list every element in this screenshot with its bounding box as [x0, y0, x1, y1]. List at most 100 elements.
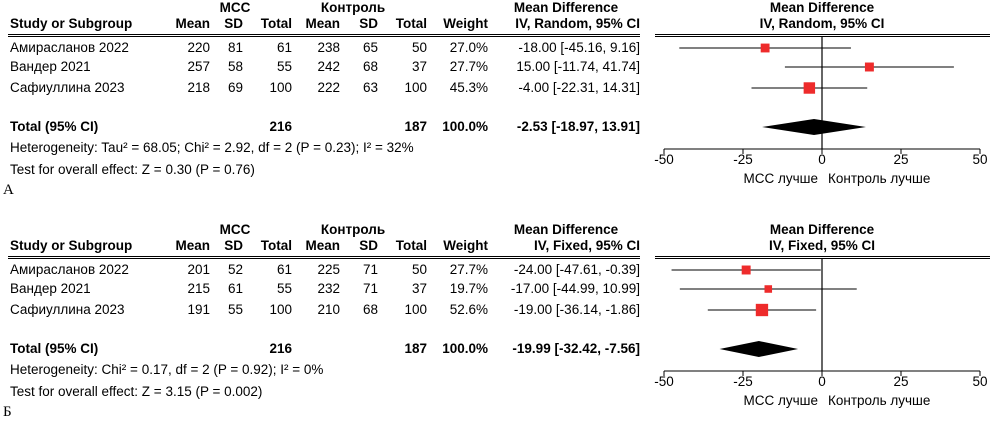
heterogeneity-text: Heterogeneity: Chi² = 0.17, df = 2 (P = … [10, 362, 324, 377]
header-rule [8, 258, 640, 259]
weight-cell: 45.3% [449, 80, 488, 95]
column-study-header: Study or Subgroup [10, 238, 133, 253]
effect-square [741, 265, 751, 275]
total1-cell: 100 [269, 302, 292, 317]
sd2-cell: 65 [362, 40, 378, 55]
heterogeneity-text: Heterogeneity: Tau² = 68.05; Chi² = 2.92… [10, 140, 414, 155]
total-weight: 100.0% [442, 119, 488, 134]
study-name: Вандер 2021 [10, 281, 91, 296]
column-weight-header: Weight [443, 16, 488, 31]
weight-cell: 27.7% [449, 262, 488, 277]
effect-square [803, 82, 816, 94]
study-name: Сафиуллина 2023 [10, 80, 125, 95]
mean2-cell: 210 [317, 302, 340, 317]
favours-left-label: МСС лучше [743, 171, 819, 186]
sd1-cell: 55 [227, 302, 243, 317]
group1-header: МСС [219, 222, 251, 237]
column-ci-header: IV, Fixed, 95% CI [533, 238, 640, 253]
x-tick-label: 25 [893, 374, 909, 389]
overall-effect-text: Test for overall effect: Z = 3.15 (P = 0… [10, 384, 263, 399]
column-total1-header: Total [260, 16, 292, 31]
weight-cell: 52.6% [449, 302, 488, 317]
study-name: Амирасланов 2022 [10, 262, 129, 277]
sd1-cell: 69 [227, 80, 243, 95]
mean1-cell: 220 [187, 40, 210, 55]
pooled-diamond [719, 341, 799, 357]
total2-cell: 37 [411, 281, 427, 296]
weight-cell: 27.0% [449, 40, 488, 55]
x-tick-label: 50 [972, 374, 988, 389]
x-tick-label: 25 [893, 152, 909, 167]
plot-effect-header: Mean Difference [769, 0, 875, 15]
column-mean1-header: Mean [175, 238, 210, 253]
column-sd2-header: SD [359, 238, 378, 253]
study-name: Сафиуллина 2023 [10, 302, 125, 317]
effect-square [764, 285, 773, 293]
group2-header: Контроль [320, 0, 386, 15]
total2-cell: 37 [411, 59, 427, 74]
pooled-diamond [762, 119, 866, 135]
effect-header: Mean Difference [513, 222, 619, 237]
total1-cell: 55 [276, 59, 292, 74]
sd1-cell: 61 [227, 281, 243, 296]
x-tick-label: -25 [733, 374, 753, 389]
total1-cell: 55 [276, 281, 292, 296]
column-sd2-header: SD [359, 16, 378, 31]
column-ci-header: IV, Random, 95% CI [515, 16, 640, 31]
total-n2: 187 [404, 119, 427, 134]
effect-square [864, 62, 874, 72]
x-tick-label: -50 [654, 374, 674, 389]
plot-method-header: IV, Fixed, 95% CI [768, 238, 876, 253]
effect-header: Mean Difference [513, 0, 619, 15]
column-total1-header: Total [260, 238, 292, 253]
study-name: Амирасланов 2022 [10, 40, 129, 55]
mean2-cell: 238 [317, 40, 340, 55]
mean1-cell: 257 [187, 59, 210, 74]
favours-left-label: МСС лучше [743, 393, 819, 408]
column-sd1-header: SD [224, 238, 243, 253]
sd2-cell: 71 [362, 281, 378, 296]
column-total2-header: Total [395, 16, 427, 31]
favours-right-label: Контроль лучше [828, 171, 931, 186]
x-tick-label: 50 [972, 152, 988, 167]
header-rule [8, 36, 640, 37]
sd2-cell: 68 [362, 302, 378, 317]
ci-cell: 15.00 [-11.74, 41.74] [516, 59, 640, 74]
panel-letter: Б [3, 404, 12, 420]
x-tick-label: 0 [818, 374, 826, 389]
study-name: Вандер 2021 [10, 59, 91, 74]
column-total2-header: Total [395, 238, 427, 253]
x-tick-label: -50 [654, 152, 674, 167]
mean1-cell: 201 [187, 262, 210, 277]
sd1-cell: 52 [227, 262, 243, 277]
plot-header-rule [655, 34, 990, 35]
column-mean2-header: Mean [305, 16, 340, 31]
ci-cell: -4.00 [-22.31, 14.31] [518, 80, 640, 95]
total-n1: 216 [269, 119, 292, 134]
ci-cell: -24.00 [-47.61, -0.39] [513, 262, 640, 277]
total-label: Total (95% CI) [10, 119, 99, 134]
plot-effect-header: Mean Difference [769, 222, 875, 237]
mean2-cell: 232 [317, 281, 340, 296]
column-mean1-header: Mean [175, 16, 210, 31]
plot-header-rule [655, 256, 990, 257]
total2-cell: 50 [411, 262, 427, 277]
total-ci: -19.99 [-32.42, -7.56] [512, 341, 640, 356]
total2-cell: 50 [411, 40, 427, 55]
effect-square [760, 43, 770, 53]
sd2-cell: 68 [362, 59, 378, 74]
total1-cell: 100 [269, 80, 292, 95]
column-study-header: Study or Subgroup [10, 16, 133, 31]
favours-right-label: Контроль лучше [828, 393, 931, 408]
mean1-cell: 215 [187, 281, 210, 296]
x-tick-label: -25 [733, 152, 753, 167]
ci-cell: -18.00 [-45.16, 9.16] [518, 40, 640, 55]
column-weight-header: Weight [443, 238, 488, 253]
total2-cell: 100 [404, 80, 427, 95]
total-n2: 187 [404, 341, 427, 356]
mean2-cell: 242 [317, 59, 340, 74]
ci-cell: -17.00 [-44.99, 10.99] [510, 281, 640, 296]
total-label: Total (95% CI) [10, 341, 99, 356]
overall-effect-text: Test for overall effect: Z = 0.30 (P = 0… [10, 162, 255, 177]
